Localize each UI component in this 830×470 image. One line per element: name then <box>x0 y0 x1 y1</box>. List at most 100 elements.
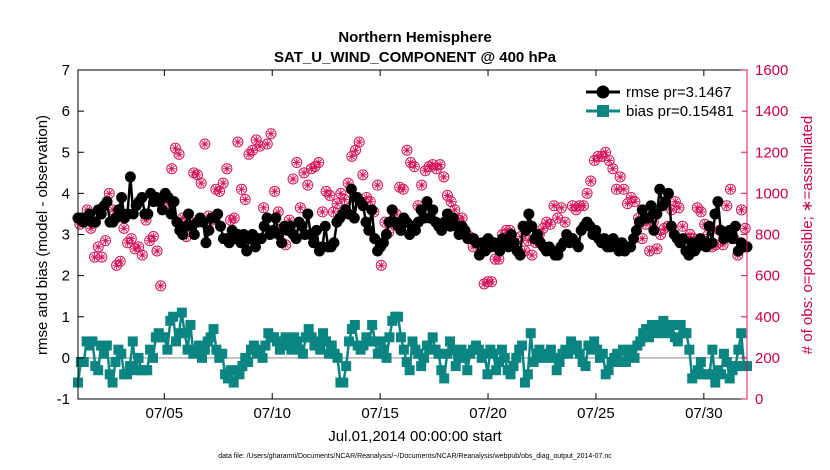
obs-assimilated-point <box>219 179 228 188</box>
rmse-point <box>386 204 398 216</box>
obs-possible-point <box>96 251 108 263</box>
obs-assimilated-point <box>586 177 595 186</box>
obs-assimilated-point <box>678 222 687 231</box>
obs-assimilated-point <box>366 197 375 206</box>
obs-assimilated-point <box>149 232 158 241</box>
bias-point <box>101 340 112 351</box>
bias-point <box>695 356 706 367</box>
obs-assimilated-point <box>300 168 309 177</box>
obs-assimilated-point <box>693 203 702 212</box>
bias-point <box>479 348 490 359</box>
obs-assimilated-point <box>266 129 275 138</box>
bias-point <box>318 328 329 339</box>
bias-point <box>358 340 369 351</box>
obs-assimilated-point <box>303 181 312 190</box>
rmse-point <box>348 212 360 224</box>
rmse-point <box>124 171 136 183</box>
obs-possible-point <box>173 148 185 160</box>
bias-point <box>635 336 646 347</box>
bias-point <box>482 369 493 380</box>
legend: rmse pr=3.1467 bias pr=0.15481 <box>582 80 742 122</box>
obs-assimilated-point <box>325 191 334 200</box>
bias-point <box>162 344 173 355</box>
bias-point <box>586 344 597 355</box>
bias-point <box>551 365 562 376</box>
rmse-point <box>662 187 674 199</box>
y2-axis-label: # of obs: o=possible; ∗=assimilated <box>799 116 816 355</box>
obs-assimilated-point <box>134 242 143 251</box>
rmse-point <box>197 216 209 228</box>
legend-rmse-marker <box>596 85 610 99</box>
obs-possible-point <box>357 169 369 181</box>
bias-point <box>110 356 121 367</box>
y2-tick-label: 800 <box>755 227 780 244</box>
rmse-point <box>261 212 273 224</box>
bias-point <box>211 344 222 355</box>
obs-possible-point <box>430 163 442 175</box>
obs-possible-point <box>629 196 641 208</box>
bias-point <box>286 344 297 355</box>
bias-point <box>78 356 89 367</box>
rmse-point <box>156 204 168 216</box>
x-tick-label: 07/25 <box>577 405 615 422</box>
bias-point <box>612 348 623 359</box>
obs-possible-point <box>372 179 384 191</box>
obs-possible-point <box>559 216 571 228</box>
obs-possible-point <box>401 144 413 156</box>
rmse-point <box>302 208 314 220</box>
obs-assimilated-point <box>127 234 136 243</box>
obs-possible-point <box>151 245 163 257</box>
bias-point <box>292 336 303 347</box>
rmse-point <box>648 224 660 236</box>
bias-point <box>271 336 282 347</box>
obs-possible-point <box>199 138 211 150</box>
bias-point <box>320 336 331 347</box>
bias-point <box>736 328 747 339</box>
rmse-point <box>514 249 526 261</box>
rmse-point <box>572 241 584 253</box>
obs-assimilated-point <box>546 220 555 229</box>
bias-point <box>179 328 190 339</box>
obs-assimilated-point <box>373 181 382 190</box>
bias-point <box>447 344 458 355</box>
bias-point <box>375 336 386 347</box>
obs-possible-point <box>618 183 630 195</box>
bias-point <box>401 356 412 367</box>
obs-assimilated-point <box>97 253 106 262</box>
bias-point <box>116 348 127 359</box>
obs-assimilated-point <box>94 242 103 251</box>
obs-assimilated-point <box>417 181 426 190</box>
bias-point <box>724 373 735 384</box>
bias-point <box>456 344 467 355</box>
bias-point <box>344 336 355 347</box>
bias-point <box>459 352 470 363</box>
obs-possible-point <box>111 259 123 271</box>
bias-series <box>73 307 752 388</box>
obs-possible-point <box>291 157 303 169</box>
obs-assimilated-point <box>616 172 625 181</box>
data-file-footer: data file: /Users/gharamti/Documents/NCA… <box>218 453 612 460</box>
obs-assimilated-point <box>153 246 162 255</box>
legend-rmse-label: rmse pr=3.1467 <box>626 84 731 101</box>
obs-possible-point <box>724 183 736 195</box>
obs-possible-point <box>555 202 567 214</box>
bias-point <box>395 332 406 343</box>
bias-point <box>98 348 109 359</box>
obs-assimilated-point <box>358 170 367 179</box>
rmse-point <box>212 208 224 220</box>
bias-point <box>93 365 104 376</box>
bias-point <box>563 348 574 359</box>
bias-point <box>196 352 207 363</box>
rmse-point <box>188 229 200 240</box>
bias-point <box>554 356 565 367</box>
bias-point <box>122 369 133 380</box>
obs-assimilated-point <box>329 207 338 216</box>
y-tick-label: 5 <box>62 144 70 161</box>
bias-point <box>499 352 510 363</box>
y2-tick-label: 1600 <box>755 62 788 79</box>
bias-point <box>104 369 115 380</box>
y-axis-label: rmse and bias (model - observation) <box>34 115 51 355</box>
obs-possible-point <box>236 183 248 195</box>
bias-point <box>297 348 308 359</box>
obs-possible-point <box>353 136 365 148</box>
